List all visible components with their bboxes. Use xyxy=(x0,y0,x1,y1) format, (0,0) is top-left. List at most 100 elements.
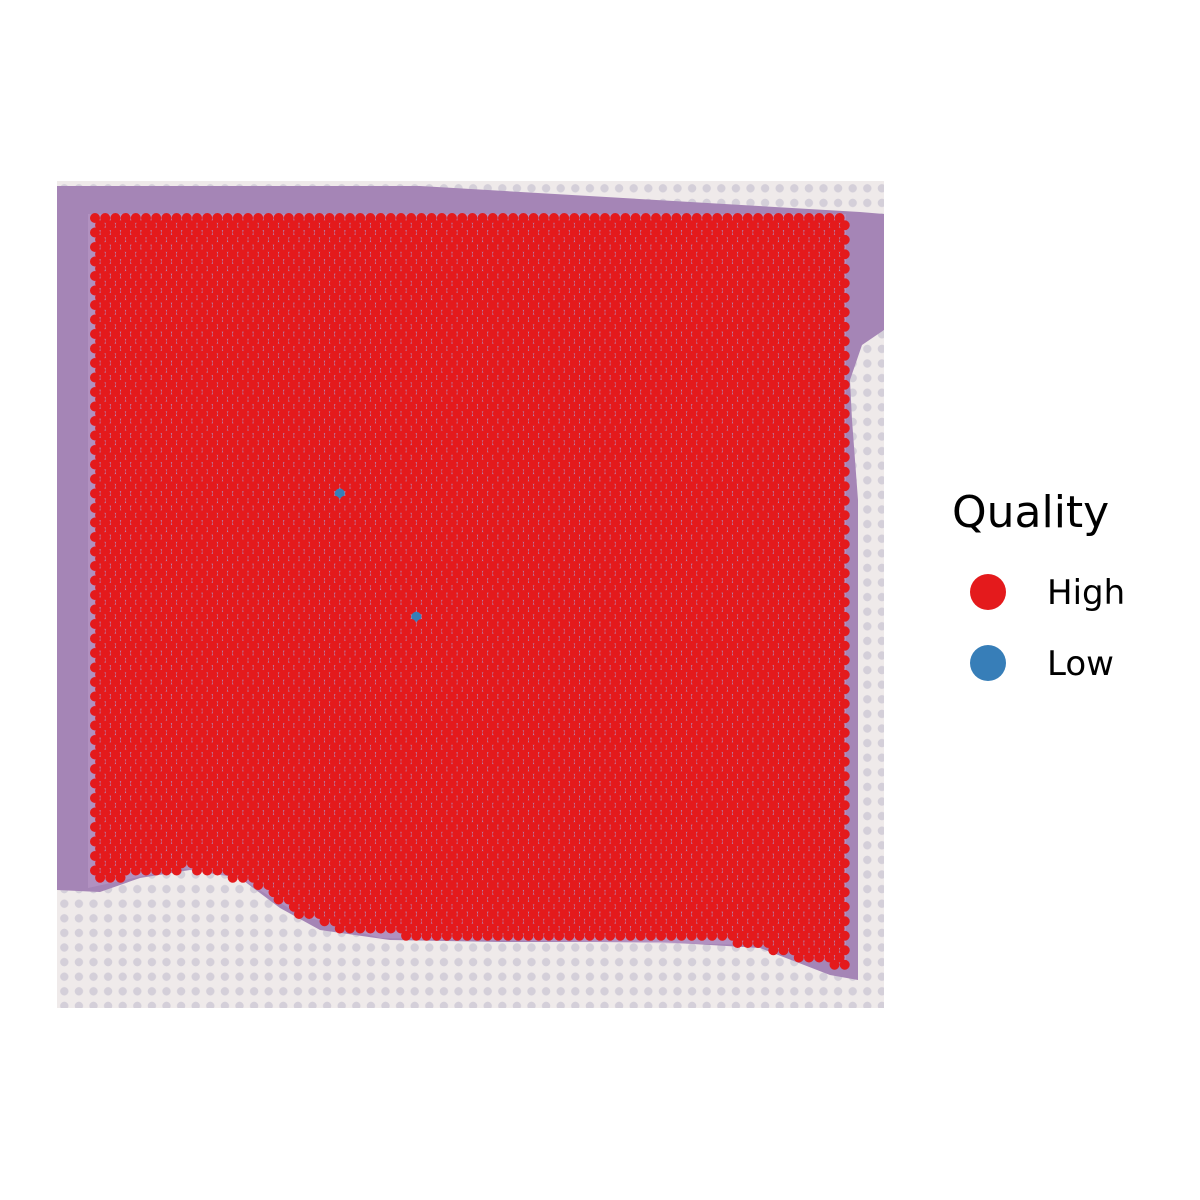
spot-high xyxy=(518,227,529,238)
spot-high xyxy=(824,227,835,238)
spot-high xyxy=(798,278,809,289)
spot-high xyxy=(793,285,804,296)
spot-high xyxy=(798,263,809,274)
spot-high xyxy=(763,227,774,238)
spot-high xyxy=(477,227,488,238)
spot-high xyxy=(513,249,524,260)
spot-high xyxy=(135,263,146,274)
spot-high xyxy=(329,220,340,231)
spot-high xyxy=(125,220,136,231)
spot-high xyxy=(732,227,743,238)
spot-high xyxy=(401,249,412,260)
spot-high xyxy=(202,242,213,252)
spot-high xyxy=(487,227,498,238)
spot-high xyxy=(503,278,514,289)
spot-high xyxy=(115,278,126,289)
spot-high xyxy=(472,249,483,260)
spot-high xyxy=(396,285,406,296)
spot-high xyxy=(457,256,468,267)
spot-high xyxy=(758,263,769,274)
spot-high xyxy=(824,213,835,223)
spot-high xyxy=(579,227,590,238)
spot-high xyxy=(605,220,616,231)
spot-high xyxy=(355,285,366,296)
spot-high xyxy=(345,256,355,267)
spot-high xyxy=(666,220,677,231)
spot-high xyxy=(273,227,284,238)
spot-high xyxy=(232,256,243,267)
spot-high xyxy=(105,278,116,289)
spot-high xyxy=(436,271,447,281)
spot-high xyxy=(319,278,330,289)
spot-high xyxy=(304,271,315,281)
spot-high xyxy=(304,242,315,252)
spot-high xyxy=(156,220,167,231)
spot-high xyxy=(135,220,146,231)
spot-high xyxy=(253,285,264,296)
spot-high xyxy=(406,271,417,281)
spot-high xyxy=(625,234,636,245)
spot-high xyxy=(696,263,707,274)
spot-high xyxy=(447,256,457,267)
spot-high xyxy=(686,220,697,231)
spot-high xyxy=(431,249,442,260)
spot-high xyxy=(447,227,457,238)
spot-high xyxy=(227,278,238,289)
spot-high xyxy=(814,242,825,252)
spot-high xyxy=(727,234,738,245)
spot-high xyxy=(819,278,830,289)
spot-high xyxy=(299,220,310,231)
spot-high xyxy=(707,220,718,231)
spot-high xyxy=(401,220,412,231)
spot-high xyxy=(90,256,100,267)
spot-high xyxy=(360,249,371,260)
spot-high xyxy=(426,242,437,252)
spot-high xyxy=(523,278,534,289)
spot-high xyxy=(441,220,452,231)
spot-high xyxy=(610,227,621,238)
spot-high xyxy=(681,242,692,252)
spot-high xyxy=(778,220,789,231)
spot-high xyxy=(452,249,463,260)
spot-high xyxy=(579,242,590,252)
spot-high xyxy=(467,227,478,238)
spot-high xyxy=(676,220,687,231)
spot-high xyxy=(722,285,733,296)
spot-high xyxy=(95,263,106,274)
spot-high xyxy=(824,271,835,281)
spot-high xyxy=(253,256,264,267)
spot-high xyxy=(186,220,197,231)
spot-high xyxy=(742,256,753,267)
spot-high xyxy=(288,249,299,260)
spot-high xyxy=(564,263,575,274)
spot-high xyxy=(324,256,335,267)
spot-high xyxy=(600,256,610,267)
spot-high xyxy=(630,271,641,281)
spot-high xyxy=(712,227,723,238)
spot-high xyxy=(176,220,187,231)
spot-high xyxy=(528,256,539,267)
spot-high xyxy=(722,213,733,223)
spot-high xyxy=(151,213,162,223)
spot-high xyxy=(804,285,814,296)
spot-high xyxy=(309,249,320,260)
spot-high xyxy=(814,271,825,281)
spot-high xyxy=(783,227,794,238)
spot-high xyxy=(656,278,667,289)
spot-high xyxy=(263,256,274,267)
spot-high xyxy=(533,249,544,260)
spot-high xyxy=(727,249,738,260)
spot-high xyxy=(763,285,774,296)
spot-high xyxy=(314,242,325,252)
spot-high xyxy=(186,263,197,274)
spot-high xyxy=(304,213,315,223)
spot-high xyxy=(375,285,386,296)
spot-high xyxy=(702,271,712,281)
spot-high xyxy=(105,249,116,260)
spot-high xyxy=(528,242,539,252)
spot-high xyxy=(135,234,146,245)
spot-high xyxy=(661,256,672,267)
spot-high xyxy=(447,213,457,223)
spot-high xyxy=(727,278,738,289)
spot-high xyxy=(819,263,830,274)
